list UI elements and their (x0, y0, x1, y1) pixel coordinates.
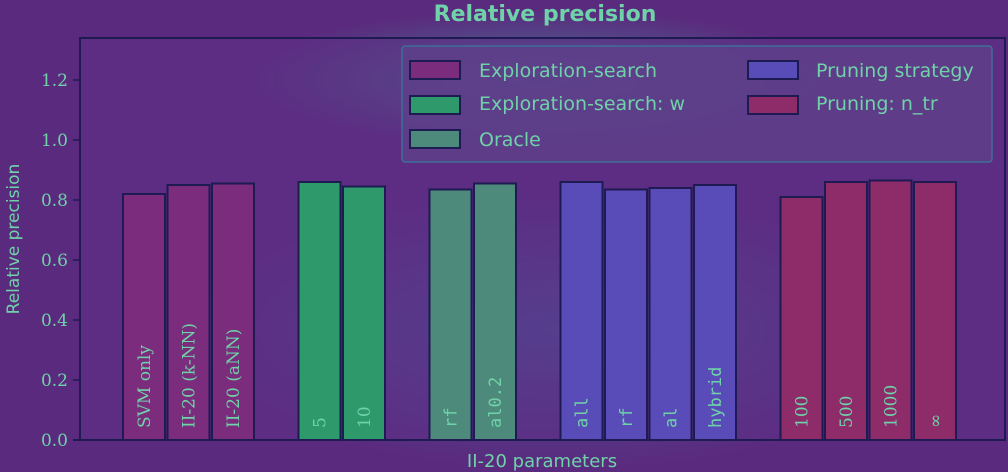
legend-swatch (409, 95, 461, 115)
y-tick-label: 0.6 (41, 251, 68, 271)
bar-label: ∞ (926, 414, 946, 428)
bar-label: hybrid (706, 367, 726, 428)
legend-swatch (747, 60, 799, 80)
y-tick-label: 0.2 (41, 371, 68, 391)
legend-label: Exploration-search: w (479, 93, 685, 115)
legend-swatch (409, 60, 461, 80)
legend-label: Pruning strategy (816, 60, 974, 82)
chart-title: Relative precision (434, 2, 657, 27)
legend-label: Oracle (479, 129, 541, 151)
bar-label: 1000 (882, 385, 902, 428)
bar-labels: SVM only II-20 (k-NN) II-20 (aNN) 5 10 rf al0.… (135, 323, 946, 428)
bar-label: II-20 (aNN) (224, 329, 244, 428)
x-axis-label: II-20 parameters (467, 451, 617, 472)
bar (297, 181, 342, 441)
bar-label: SVM only (135, 345, 155, 428)
bar-label: rf (617, 408, 637, 428)
y-axis: 0.0 0.2 0.4 0.6 0.8 1.0 1.2 (41, 71, 80, 451)
legend-label: Pruning: n_tr (816, 93, 938, 115)
legend-label: Exploration-search (479, 60, 657, 82)
bar (211, 182, 255, 441)
bar-label: al (662, 408, 682, 428)
y-tick-label: 0.0 (41, 431, 68, 451)
bar-label: al0.2 (486, 377, 506, 428)
bars (73, 179, 1005, 441)
bar (559, 181, 604, 441)
y-tick-label: 1.2 (41, 71, 68, 91)
bar (342, 185, 386, 441)
bar-label: II-20 (k-NN) (180, 323, 200, 428)
legend-swatch (409, 129, 461, 149)
y-tick-label: 1.0 (41, 131, 68, 151)
y-axis-label: Relative precision (4, 164, 24, 315)
bar-label: 100 (793, 396, 813, 428)
legend-items: Exploration-search Exploration-search: w O… (409, 60, 974, 151)
bar-label: 5 (311, 417, 331, 428)
bar (913, 181, 957, 441)
bar-label: 500 (837, 396, 857, 428)
legend: Exploration-search Exploration-search: w O… (401, 45, 993, 163)
bar (428, 188, 473, 441)
legend-swatch (747, 95, 799, 115)
y-tick-label: 0.4 (41, 311, 68, 331)
bar (604, 188, 648, 441)
bar (824, 181, 868, 441)
bar-label: all (573, 397, 593, 428)
bar-label: rf (442, 408, 462, 428)
bar (868, 179, 913, 441)
y-tick-label: 0.8 (41, 191, 68, 211)
legend-box (401, 45, 993, 163)
bar (648, 187, 693, 441)
bar (779, 196, 824, 441)
bar-label: 10 (355, 406, 375, 428)
